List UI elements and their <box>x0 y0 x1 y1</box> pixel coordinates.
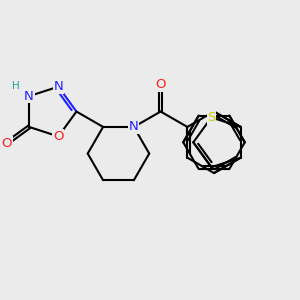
Text: O: O <box>2 137 12 150</box>
Text: S: S <box>207 111 216 124</box>
Text: N: N <box>24 90 34 103</box>
Text: N: N <box>129 120 139 134</box>
Text: H: H <box>11 81 19 91</box>
Text: O: O <box>155 78 166 91</box>
Text: N: N <box>53 80 63 93</box>
Text: O: O <box>53 130 64 143</box>
